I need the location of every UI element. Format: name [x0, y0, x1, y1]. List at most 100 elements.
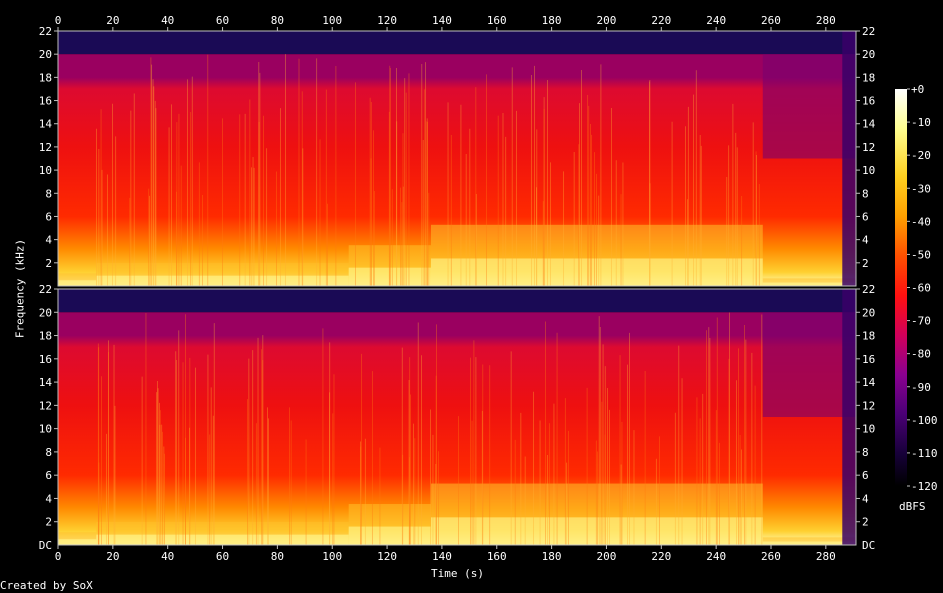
y-tick-label-left: 2 [45, 257, 52, 270]
y-axis-label: Frequency (kHz) [13, 238, 27, 339]
segment-1-bass-band [58, 280, 97, 286]
y-tick-label-right: 8 [862, 446, 869, 459]
colorbar-label: dBFS [899, 500, 926, 513]
y-tick-label-left: 16 [39, 353, 52, 366]
x-tick-label-top: 200 [597, 14, 617, 27]
y-tick-label-left: 8 [45, 446, 52, 459]
channel-2-frame [57, 288, 857, 546]
x-tick-label-top: 80 [271, 14, 284, 27]
above-cutoff-band [58, 289, 856, 313]
y-tick-label-right: 4 [862, 234, 869, 247]
y-tick-label-left: 20 [39, 306, 52, 319]
colorbar-tick-label: -20 [911, 149, 931, 162]
y-tick-label-left: 22 [39, 25, 52, 38]
y-tick-label-right: 6 [862, 469, 869, 482]
y-tick-label-right: 18 [862, 330, 875, 343]
x-tick-label-bottom: 120 [377, 550, 397, 563]
colorbar-tick-label: -60 [911, 282, 931, 295]
x-tick-label-bottom: 220 [651, 550, 671, 563]
x-tick-label-bottom: 20 [106, 550, 119, 563]
y-tick-label-right: 14 [862, 118, 876, 131]
x-tick-label-bottom: 60 [216, 550, 229, 563]
y-tick-label-left: 14 [39, 376, 53, 389]
y-tick-label-left: 20 [39, 48, 52, 61]
x-tick-label-bottom: 180 [542, 550, 562, 563]
x-tick-label-bottom: 160 [487, 550, 507, 563]
channel-1-frame [57, 30, 857, 287]
segment-4-bass-band [430, 258, 763, 286]
x-tick-label-top: 260 [761, 14, 781, 27]
y-tick-label-right: 16 [862, 353, 875, 366]
colorbar-tick-label: -90 [911, 381, 931, 394]
x-tick-label-top: 120 [377, 14, 397, 27]
y-tick-label-right: 20 [862, 306, 875, 319]
x-tick-label-top: 20 [106, 14, 119, 27]
y-tick-label-left: 2 [45, 516, 52, 529]
y-tick-label-left: 12 [39, 141, 52, 154]
y-tick-label-right: 16 [862, 95, 875, 108]
y-tick-label-right: 12 [862, 141, 875, 154]
x-tick-label-top: 60 [216, 14, 229, 27]
y-tick-label-left: 16 [39, 95, 52, 108]
x-tick-label-bottom: 100 [322, 550, 342, 563]
x-tick-label-top: 240 [706, 14, 726, 27]
colorbar-tick-label: +0 [911, 83, 924, 96]
x-axis-label: Time (s) [431, 567, 484, 580]
segment-4-bass-band [430, 517, 763, 545]
x-tick-label-top: 0 [55, 14, 62, 27]
y-tick-label-right: 4 [862, 492, 869, 505]
segment-5-low-band [762, 537, 856, 545]
y-tick-label-left: 18 [39, 71, 52, 84]
y-tick-label-right: 18 [862, 71, 875, 84]
colorbar-tick-label: -50 [911, 248, 931, 261]
y-tick-label-right: 2 [862, 516, 869, 529]
y-tick-label-left: 22 [39, 283, 52, 296]
colorbar-tick-label: -110 [911, 447, 938, 460]
colorbar-tick-label: -40 [911, 215, 931, 228]
segment-3-bass-band [348, 526, 431, 545]
x-tick-label-bottom: 240 [706, 550, 726, 563]
x-tick-label-bottom: 40 [161, 550, 174, 563]
colorbar-tick-label: -100 [911, 414, 938, 427]
y-tick-label-left: 10 [39, 423, 52, 436]
y-tick-label-left: 12 [39, 399, 52, 412]
y-tick-label-left: 4 [45, 234, 52, 247]
x-tick-label-bottom: 260 [761, 550, 781, 563]
segment-2-bass-band [96, 534, 349, 545]
colorbar-tick-label: -120 [911, 480, 938, 493]
colorbar-tick-label: -30 [911, 182, 931, 195]
segment-1-bass-band [58, 539, 97, 545]
y-tick-label-left: 6 [45, 210, 52, 223]
y-tick-label-right: 2 [862, 257, 869, 270]
colorbar-tick-label: -10 [911, 116, 931, 129]
segment-5-bass-band [762, 541, 856, 545]
colorbar-tick-label: -80 [911, 348, 931, 361]
x-tick-label-top: 40 [161, 14, 174, 27]
y-tick-label-left-dc: DC [39, 539, 52, 552]
y-tick-label-left: 4 [45, 492, 52, 505]
x-tick-label-bottom: 140 [432, 550, 452, 563]
y-tick-label-right: 10 [862, 423, 875, 436]
x-tick-label-top: 220 [651, 14, 671, 27]
y-tick-label-left: 18 [39, 330, 52, 343]
above-cutoff-band [58, 31, 856, 55]
colorbar-tick-label: -70 [911, 315, 931, 328]
end-fade [842, 289, 856, 545]
y-tick-label-right: 22 [862, 283, 875, 296]
x-tick-label-top: 280 [816, 14, 836, 27]
y-tick-label-left: 10 [39, 164, 52, 177]
channel-1-spectrogram [58, 31, 856, 286]
colorbar-scale [895, 89, 907, 486]
segment-5-bass-band [762, 282, 856, 286]
y-tick-label-right: 8 [862, 187, 869, 200]
x-tick-label-bottom: 280 [816, 550, 836, 563]
channel-2-spectrogram [58, 289, 856, 545]
segment-3-bass-band [348, 267, 431, 286]
x-tick-label-bottom: 200 [597, 550, 617, 563]
y-tick-label-right-dc: DC [862, 539, 875, 552]
x-tick-label-bottom: 0 [55, 550, 62, 563]
footer-credit: Created by SoX [0, 579, 93, 592]
segment-2-bass-band [96, 275, 349, 286]
y-tick-label-right: 14 [862, 376, 876, 389]
